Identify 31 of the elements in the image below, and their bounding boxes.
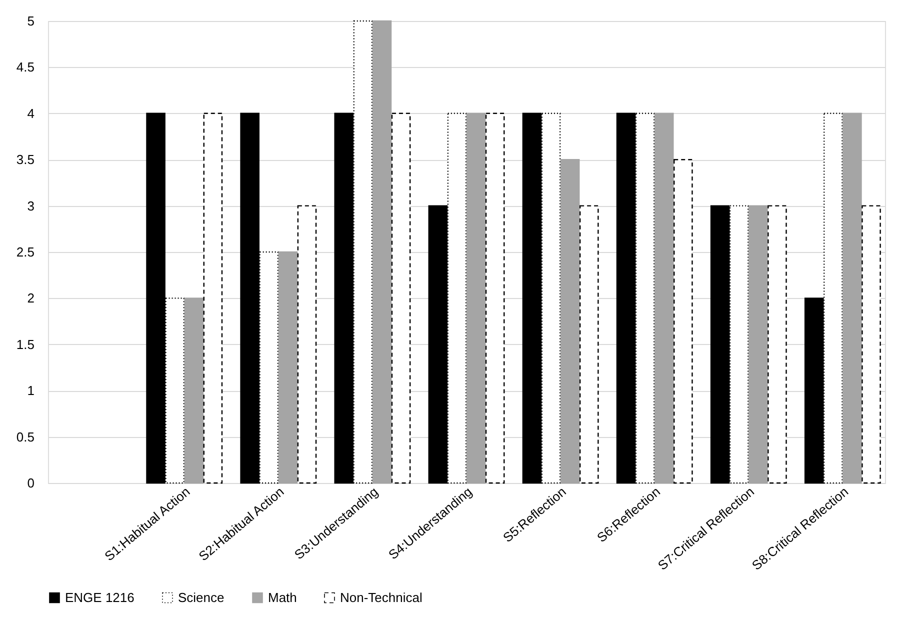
bar	[485, 112, 505, 484]
legend-label: ENGE 1216	[65, 590, 134, 605]
bar	[372, 20, 392, 484]
y-tick-label: 2	[27, 290, 34, 306]
y-tick-label: 1.5	[16, 336, 34, 352]
y-tick-label: 1	[27, 383, 34, 398]
y-tick-label: 3	[27, 198, 34, 214]
bar	[768, 205, 787, 484]
bar	[466, 112, 486, 484]
y-tick-label: 2.5	[16, 244, 34, 260]
bar	[297, 205, 317, 484]
y-tick-label: 5	[27, 14, 34, 28]
bar	[862, 205, 881, 484]
y-tick-label: 4.5	[16, 60, 34, 75]
bar	[842, 112, 862, 484]
bar	[654, 112, 674, 484]
bar	[278, 251, 298, 484]
y-tick-label: 4	[27, 106, 34, 121]
bar	[203, 112, 223, 484]
bar	[184, 298, 204, 484]
y-tick-label: 0	[27, 476, 34, 490]
bar	[560, 159, 580, 484]
bar	[674, 159, 693, 484]
legend-label: Science	[178, 590, 224, 605]
bar	[391, 112, 411, 484]
bar	[748, 205, 768, 484]
legend-label: Math	[268, 590, 297, 605]
legend-label: Non-Technical	[340, 590, 422, 605]
bar	[579, 205, 599, 484]
y-tick-label: 3.5	[16, 152, 34, 168]
y-tick-label: 0.5	[16, 429, 34, 444]
